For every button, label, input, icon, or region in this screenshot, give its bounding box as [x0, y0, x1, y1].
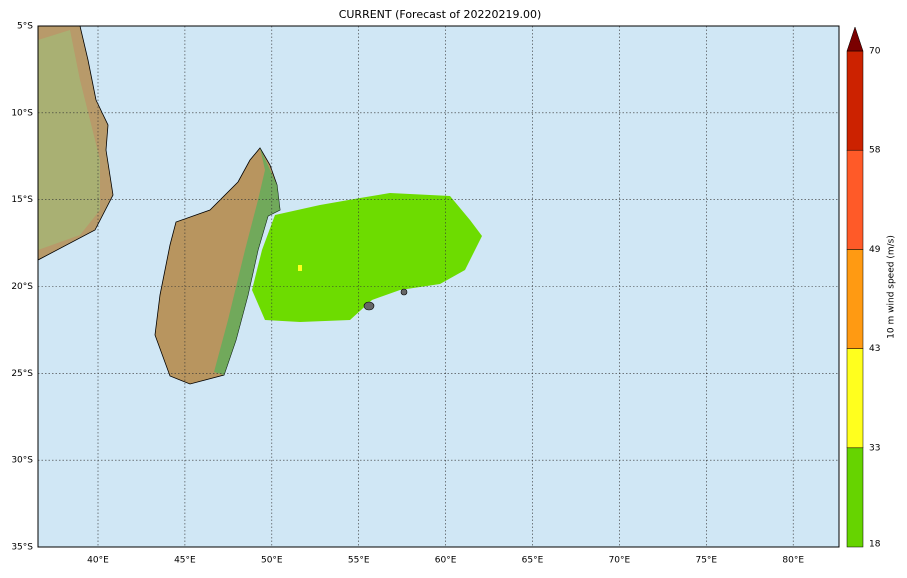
colorbar-tick-label: 43	[869, 344, 880, 354]
lon-label: 55°E	[348, 556, 370, 566]
lon-label: 60°E	[435, 556, 457, 566]
lat-label: 30°S	[11, 456, 33, 466]
lon-label: 70°E	[609, 556, 631, 566]
madagascar-coast	[214, 148, 280, 375]
lat-label: 5°S	[17, 22, 33, 32]
colorbar-tick-label: 49	[869, 245, 881, 255]
colorbar-segment	[846, 348, 864, 449]
lon-label: 40°E	[87, 556, 109, 566]
lon-label: 50°E	[261, 556, 283, 566]
lon-label: 45°E	[174, 556, 196, 566]
lat-label: 35°S	[11, 542, 33, 552]
colorbar-extend	[846, 26, 864, 52]
wind-swath-high	[298, 265, 302, 271]
wind-swath	[252, 193, 482, 322]
map-frame	[37, 25, 840, 548]
map-title: CURRENT (Forecast of 20220219.00)	[339, 8, 542, 21]
lat-label: 20°S	[11, 282, 33, 292]
colorbar-segment	[846, 447, 864, 548]
colorbar-tick-label: 58	[869, 146, 881, 156]
lon-label: 65°E	[522, 556, 544, 566]
africa-vegetation	[38, 30, 100, 250]
lon-label: 80°E	[782, 556, 804, 566]
colorbar-segment	[846, 50, 864, 151]
colorbar-tick-label: 33	[869, 443, 880, 453]
colorbar-tick-label: 18	[869, 540, 881, 550]
colorbar-label: 10 m wind speed (m/s)	[887, 235, 897, 339]
colorbar-segment	[846, 249, 864, 349]
island	[400, 288, 408, 296]
map-area	[38, 26, 839, 547]
lon-label: 75°E	[695, 556, 717, 566]
lat-label: 15°S	[11, 195, 33, 205]
lat-label: 25°S	[11, 369, 33, 379]
island	[363, 301, 375, 311]
colorbar-tick-label: 70	[869, 47, 881, 57]
lat-label: 10°S	[11, 108, 33, 118]
colorbar-segment	[846, 149, 864, 250]
